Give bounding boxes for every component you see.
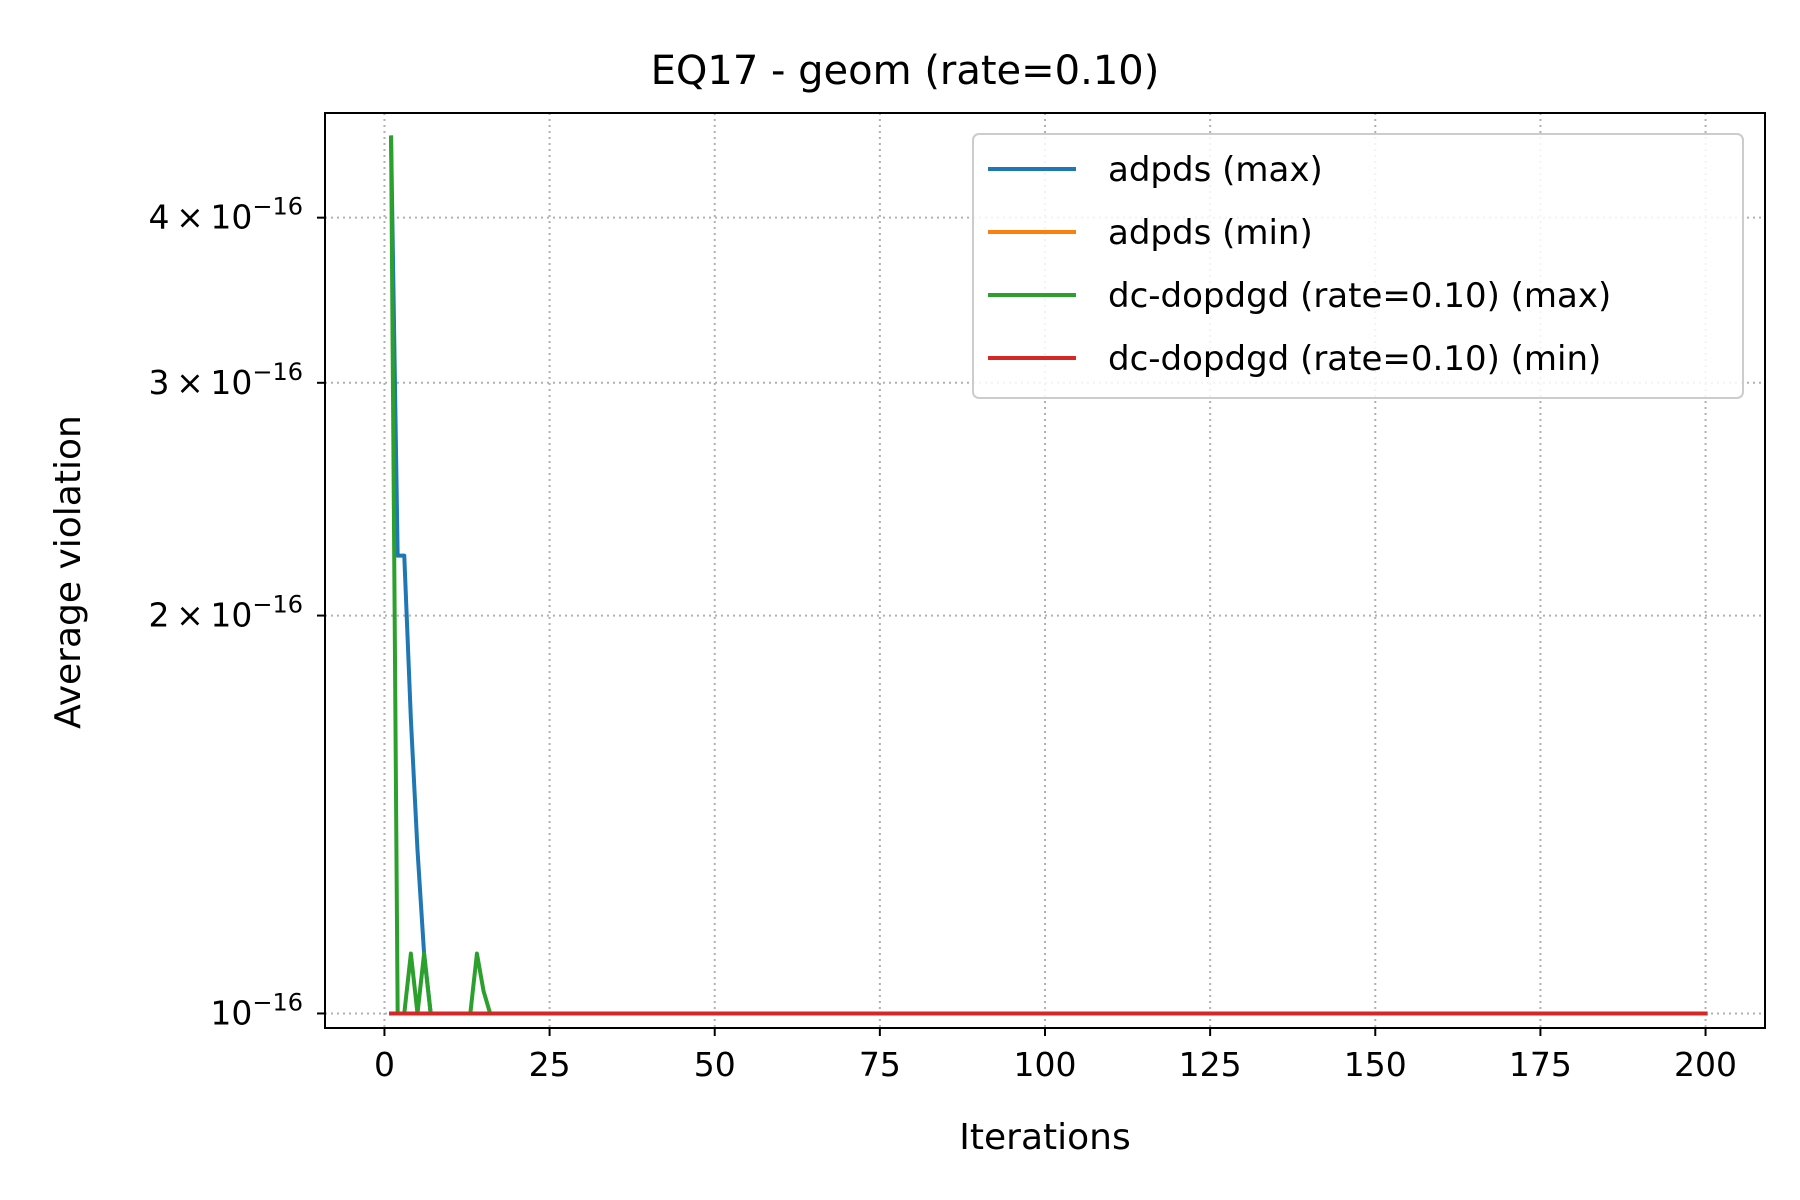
x-tick-label: 150 <box>1344 1045 1407 1084</box>
x-tick-label: 200 <box>1674 1045 1737 1084</box>
y-tick-label: 10−16 <box>210 988 303 1032</box>
x-tick-label: 175 <box>1509 1045 1572 1084</box>
series-lines <box>389 135 1708 1016</box>
x-tick-label: 50 <box>694 1045 736 1084</box>
chart-title: EQ17 - geom (rate=0.10) <box>651 48 1160 94</box>
y-tick-label: 3 × 10−16 <box>149 358 303 402</box>
x-axis-label: Iterations <box>959 1117 1130 1158</box>
legend-label-2: adpds (min) <box>1108 213 1313 253</box>
y-axis-label: Average violation <box>48 415 89 729</box>
y-tick-label: 2 × 10−16 <box>149 591 303 635</box>
x-tick-label: 75 <box>859 1045 901 1084</box>
x-tick-label: 100 <box>1014 1045 1077 1084</box>
legend-box <box>972 133 1744 399</box>
x-axis: 0 25 50 75 100 125 150 175 200 <box>374 1028 1737 1084</box>
x-tick-label: 25 <box>529 1045 571 1084</box>
legend-label-4: dc-dopdgd (rate=0.10) (min) <box>1108 339 1601 379</box>
y-axis: 10−16 2 × 10−16 3 × 10−16 4 × 10−16 <box>149 193 325 1032</box>
legend: adpds (max) adpds (min) dc-dopdgd (rate=0.… <box>972 133 1744 399</box>
legend-label-1: adpds (max) <box>1108 150 1323 190</box>
x-tick-label: 0 <box>374 1045 395 1084</box>
y-tick-label: 4 × 10−16 <box>149 193 303 237</box>
legend-label-3: dc-dopdgd (rate=0.10) (max) <box>1108 276 1611 316</box>
x-tick-label: 125 <box>1179 1045 1242 1084</box>
